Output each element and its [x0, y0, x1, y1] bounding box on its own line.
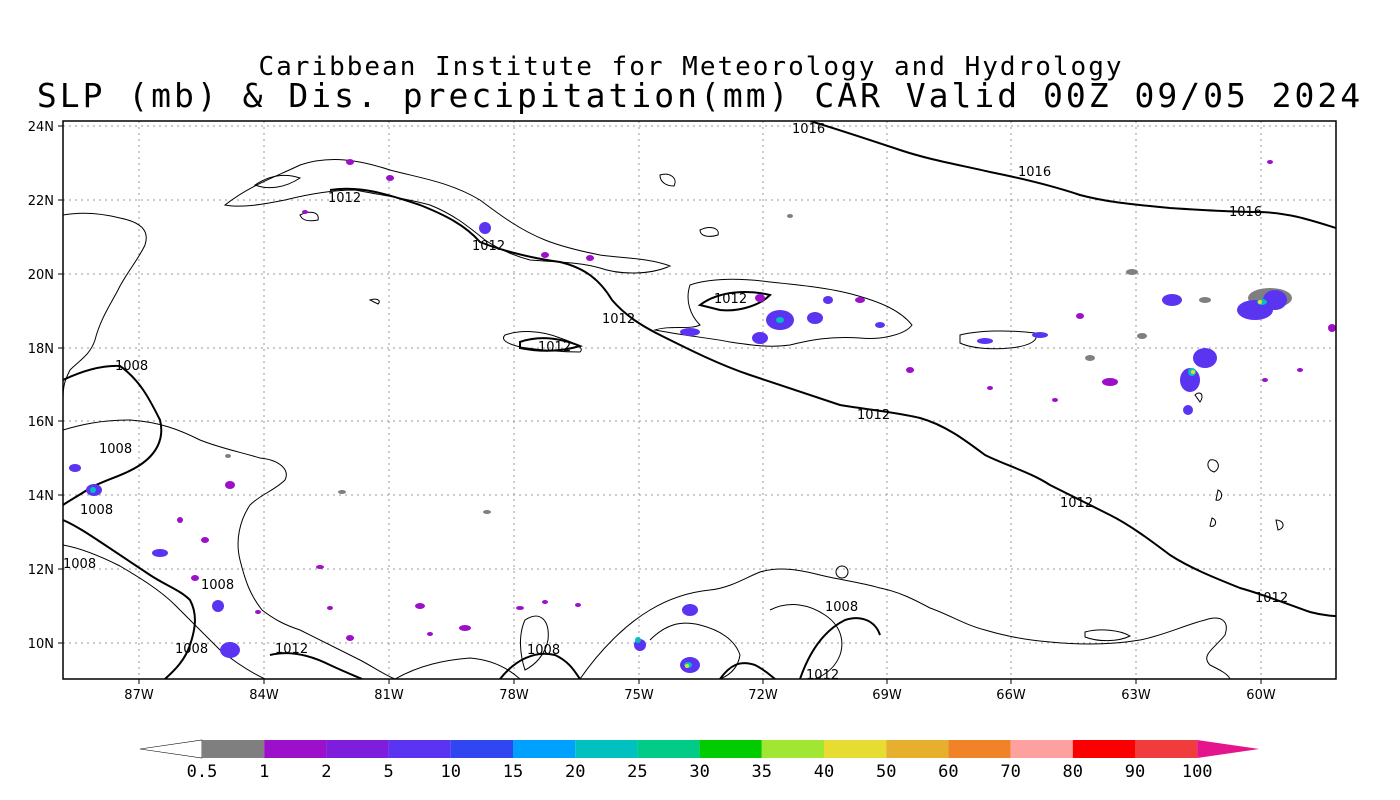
- isobar-label: 1012: [1060, 496, 1093, 511]
- isobar-label: 1008: [63, 557, 96, 572]
- plot-frame: [62, 120, 1337, 680]
- lon-label: 84W: [249, 688, 279, 703]
- colorbar-swatch: [948, 740, 1011, 758]
- isobar-labels: 1016 1016 1016 1012 1012 1012 1012 1012 …: [63, 122, 1288, 683]
- chart-title-institute: Caribbean Institute for Meteorology and …: [258, 52, 1124, 82]
- graticule: [63, 121, 1336, 679]
- isobar-label: 1008: [80, 503, 113, 518]
- isobar-label: 1008: [99, 442, 132, 457]
- lat-label: 18N: [28, 342, 54, 357]
- colorbar-swatch: [326, 740, 389, 758]
- isobar-label: 1012: [538, 340, 571, 355]
- colorbar-swatch: [450, 740, 513, 758]
- colorbar-high-end: [1197, 740, 1260, 758]
- colorbar-swatch: [388, 740, 451, 758]
- colorbar-label: 10: [441, 762, 461, 782]
- colorbar-label: 35: [752, 762, 772, 782]
- lon-label: 63W: [1121, 688, 1151, 703]
- colorbar-label: 25: [627, 762, 647, 782]
- colorbar-swatch: [699, 740, 762, 758]
- longitude-labels: 87W 84W 81W 78W 75W 72W 69W 66W 63W 60W: [124, 688, 1276, 703]
- colorbar-label: 50: [876, 762, 896, 782]
- colorbar-swatch: [1010, 740, 1073, 758]
- axis-ticks: [58, 125, 1262, 684]
- colorbar-label: 5: [383, 762, 393, 782]
- isobar-label: 1008: [825, 600, 858, 615]
- lat-label: 14N: [28, 489, 54, 504]
- lon-label: 75W: [624, 688, 654, 703]
- colorbar-label: 90: [1125, 762, 1145, 782]
- coastlines: [63, 159, 1284, 679]
- colorbar-label: 2: [321, 762, 331, 782]
- lon-label: 78W: [499, 688, 529, 703]
- colorbar-swatch: [1072, 740, 1135, 758]
- colorbar-swatch: [513, 740, 576, 758]
- lat-label: 16N: [28, 415, 54, 430]
- lat-label: 22N: [28, 194, 54, 209]
- colorbar-swatch: [886, 740, 949, 758]
- colorbar-label: 1: [259, 762, 269, 782]
- colorbar-swatch: [824, 740, 887, 758]
- lon-label: 72W: [748, 688, 778, 703]
- isobar-label: 1012: [472, 239, 505, 254]
- colorbar-swatch: [761, 740, 824, 758]
- lon-label: 66W: [996, 688, 1026, 703]
- colorbar-swatch: [202, 740, 265, 758]
- colorbar-label: 70: [1000, 762, 1020, 782]
- colorbar-label: 40: [814, 762, 834, 782]
- colorbar-swatch: [1135, 740, 1198, 758]
- colorbar-swatch: [264, 740, 327, 758]
- isobar-label: 1012: [275, 642, 308, 657]
- latitude-labels: 24N 22N 20N 18N 16N 14N 12N 10N: [28, 120, 54, 652]
- colorbar-label: 100: [1182, 762, 1213, 782]
- colorbar-label: 60: [938, 762, 958, 782]
- isobar-label: 1012: [602, 312, 635, 327]
- colorbar-label: 20: [565, 762, 585, 782]
- isobar-label: 1008: [201, 578, 234, 593]
- colorbar-label: 0.5: [187, 762, 218, 782]
- lon-label: 87W: [124, 688, 154, 703]
- colorbar-swatch: [637, 740, 700, 758]
- isobar-label: 1012: [857, 408, 890, 423]
- isobar-label: 1008: [175, 642, 208, 657]
- colorbar-low-end: [139, 739, 203, 759]
- isobar-label: 1008: [115, 359, 148, 374]
- lat-label: 10N: [28, 637, 54, 652]
- isobar-label: 1016: [1229, 205, 1262, 220]
- colorbar-swatch: [575, 740, 638, 758]
- isobar-label: 1016: [1018, 165, 1051, 180]
- isobar-label: 1016: [792, 122, 825, 137]
- lat-label: 20N: [28, 268, 54, 283]
- lat-label: 24N: [28, 120, 54, 135]
- isobar-label: 1012: [806, 668, 839, 683]
- precipitation-colorbar: 0.5 1 2 5 10 15 20 25 30 35 40 50 60 70 80 90 100: [139, 739, 1260, 782]
- colorbar-label: 30: [689, 762, 709, 782]
- precipitation-field: [69, 159, 1336, 673]
- colorbar-label: 15: [503, 762, 523, 782]
- isobar-label: 1008: [527, 643, 560, 658]
- lat-label: 12N: [28, 563, 54, 578]
- lon-label: 69W: [872, 688, 902, 703]
- lon-label: 60W: [1246, 688, 1276, 703]
- lon-label: 81W: [374, 688, 404, 703]
- isobar-label: 1012: [1255, 591, 1288, 606]
- chart-title-product: SLP (mb) & Dis. precipitation(mm) CAR Va…: [36, 76, 1364, 115]
- colorbar-label: 80: [1063, 762, 1083, 782]
- isobar-label: 1012: [328, 191, 361, 206]
- isobar-label: 1012: [714, 292, 747, 307]
